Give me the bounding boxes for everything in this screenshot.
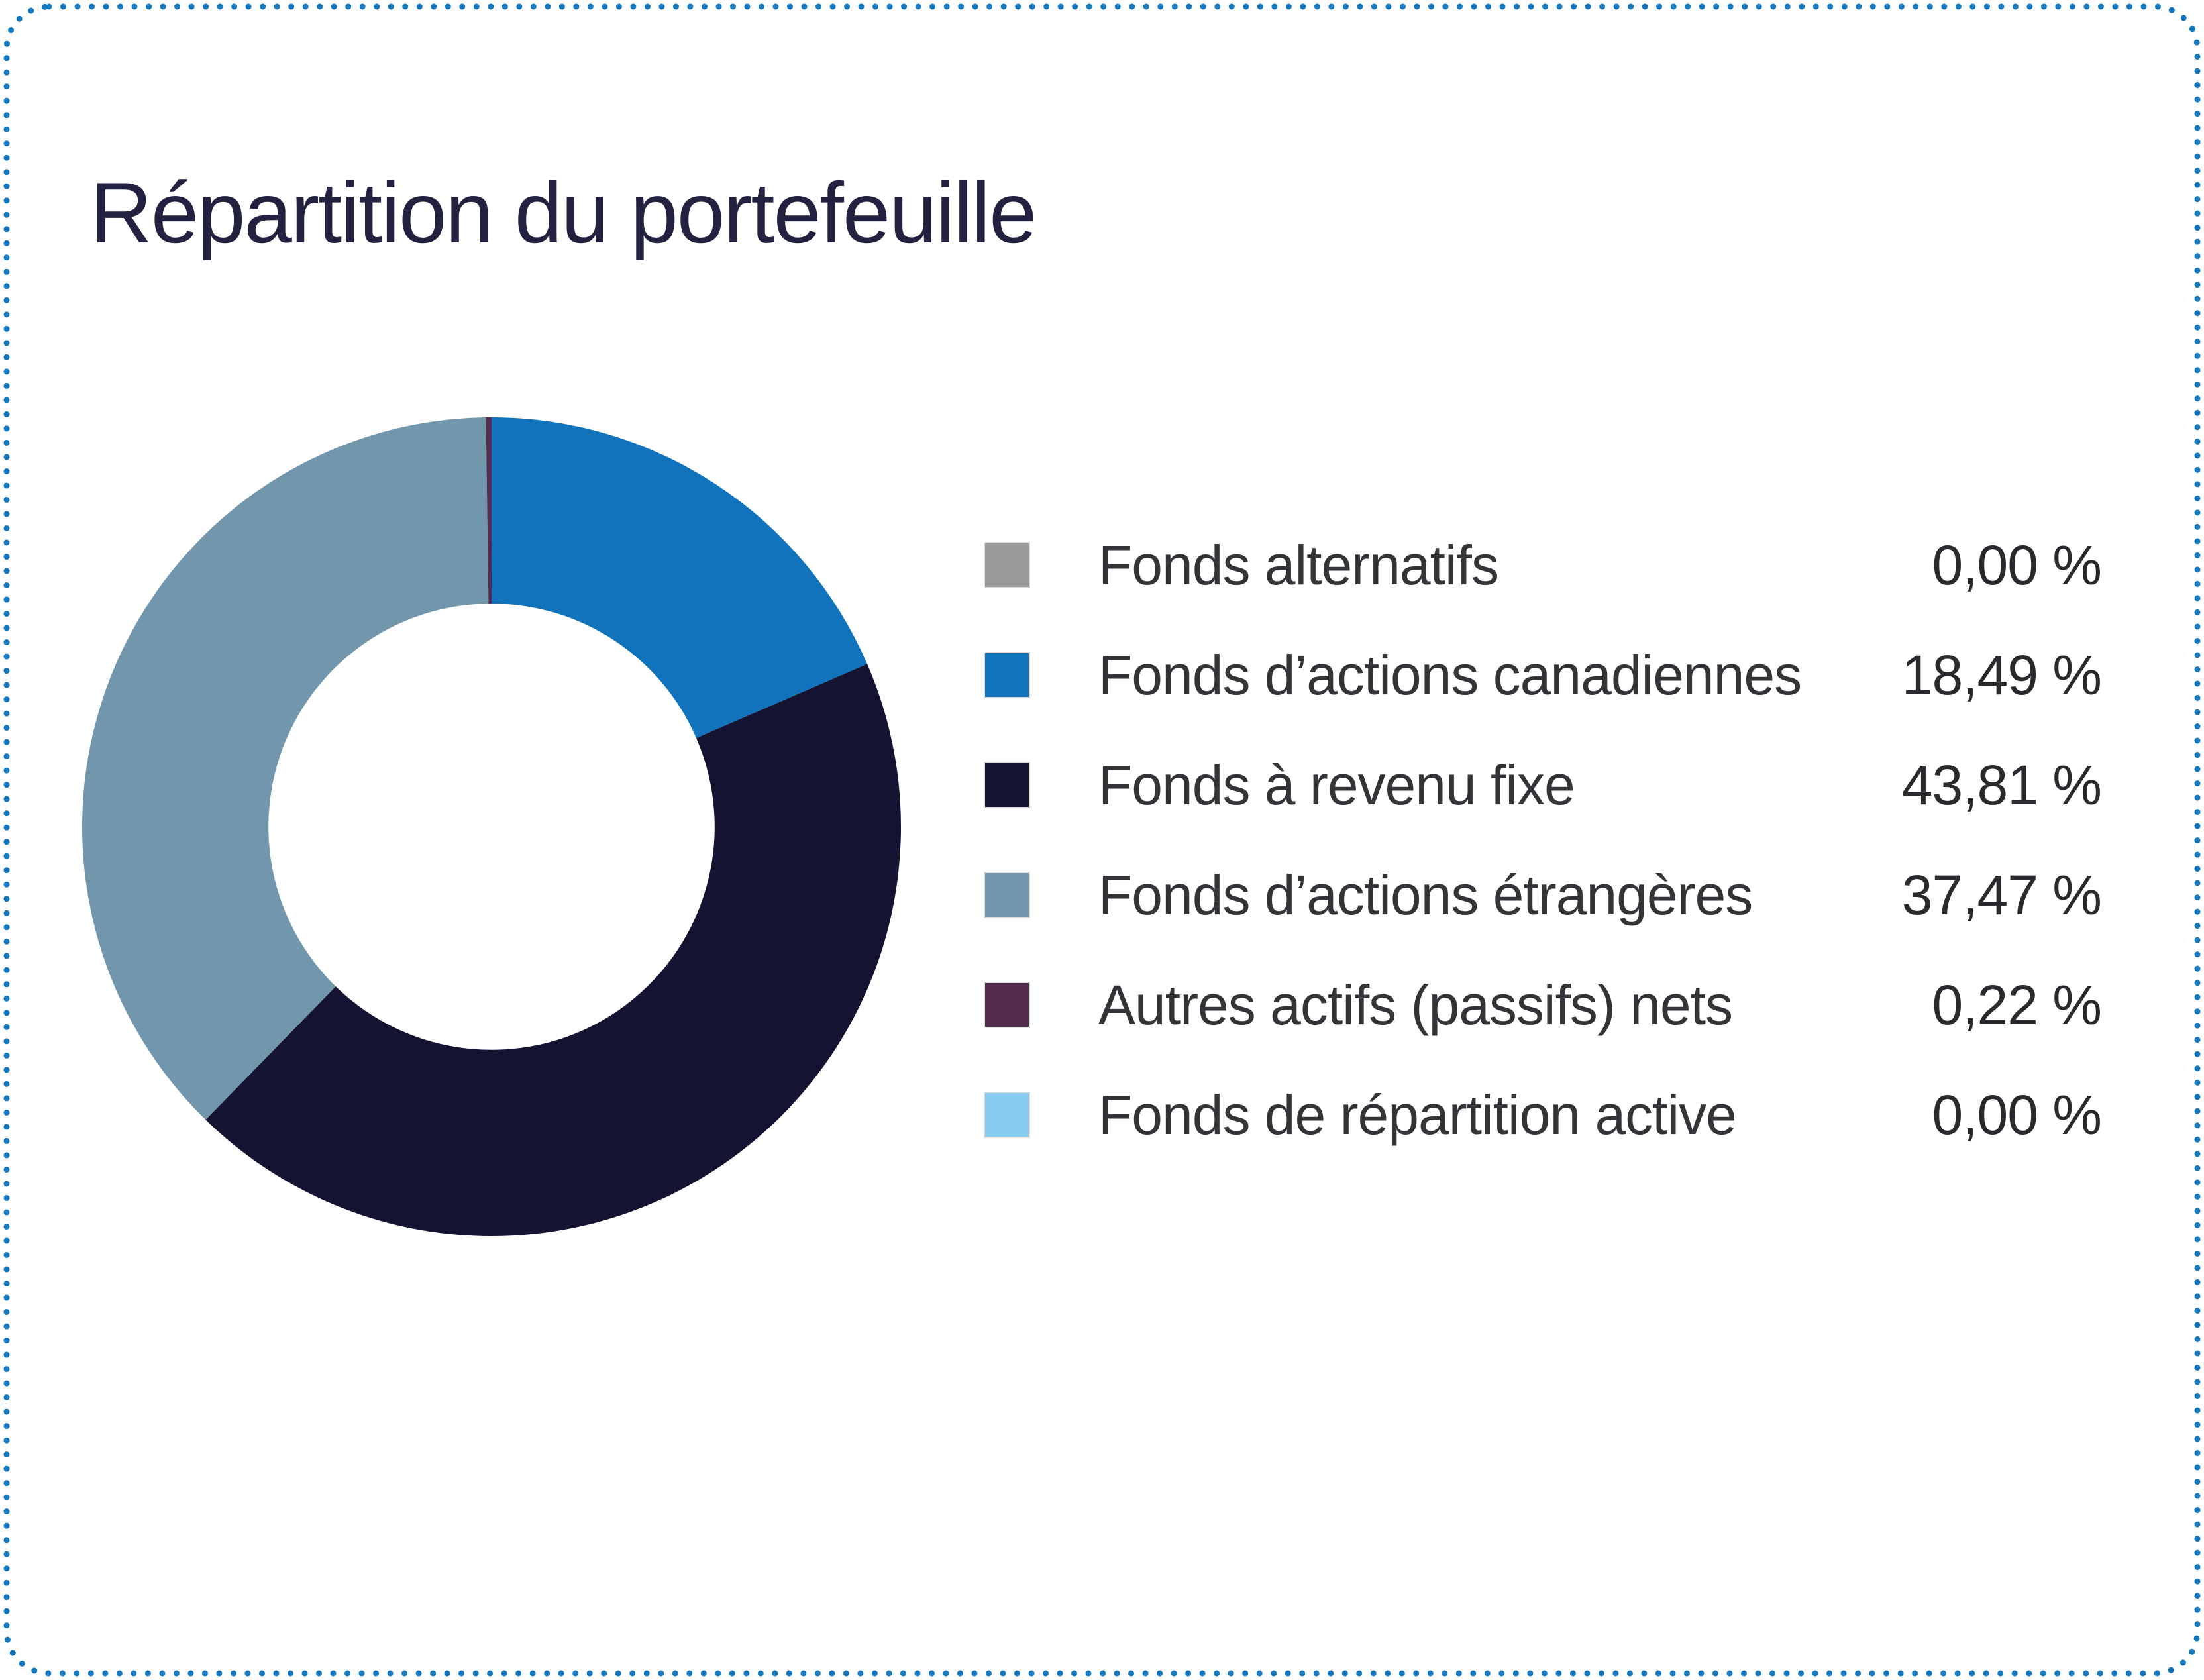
legend-label: Fonds d’actions canadiennes: [1098, 643, 1802, 706]
legend-label: Fonds de répartition active: [1098, 1083, 1737, 1146]
donut-slice: [492, 417, 868, 739]
legend-value: 0,00 %: [1932, 533, 2102, 596]
donut-chart: [81, 417, 902, 1236]
legend-swatch-fonds-revenu-fixe: [984, 762, 1030, 808]
legend-row: Fonds alternatifs 0,00 %: [984, 534, 2102, 596]
legend-value: 0,22 %: [1932, 973, 2102, 1036]
legend-value: 0,00 %: [1932, 1083, 2102, 1146]
legend-value: 18,49 %: [1901, 643, 2102, 706]
legend-row: Fonds de répartition active 0,00 %: [984, 1084, 2102, 1146]
legend-row: Autres actifs (passifs) nets 0,22 %: [984, 974, 2102, 1036]
legend-row: Fonds d’actions étrangères 37,47 %: [984, 864, 2102, 926]
donut-slice: [81, 417, 489, 1120]
legend-swatch-fonds-actions-canadiennes: [984, 652, 1030, 698]
legend-label: Fonds à revenu fixe: [1098, 753, 1575, 816]
legend-value: 37,47 %: [1901, 863, 2102, 926]
legend-swatch-fonds-repartition-active: [984, 1092, 1030, 1138]
legend-swatch-fonds-alternatifs: [984, 542, 1030, 588]
donut-slice: [205, 664, 902, 1236]
legend-row: Fonds à revenu fixe 43,81 %: [984, 754, 2102, 816]
legend-swatch-fonds-actions-etrangeres: [984, 872, 1030, 918]
legend-label: Fonds alternatifs: [1098, 533, 1499, 596]
legend-label: Fonds d’actions étrangères: [1098, 863, 1753, 926]
legend-label: Autres actifs (passifs) nets: [1098, 973, 1733, 1036]
legend-row: Fonds d’actions canadiennes 18,49 %: [984, 644, 2102, 706]
page-title: Répartition du portefeuille: [90, 164, 1037, 261]
legend: Fonds alternatifs 0,00 % Fonds d’actions…: [984, 534, 2102, 1146]
donut-slice: [486, 417, 492, 604]
legend-value: 43,81 %: [1901, 753, 2102, 816]
legend-swatch-autres-actifs-nets: [984, 982, 1030, 1028]
